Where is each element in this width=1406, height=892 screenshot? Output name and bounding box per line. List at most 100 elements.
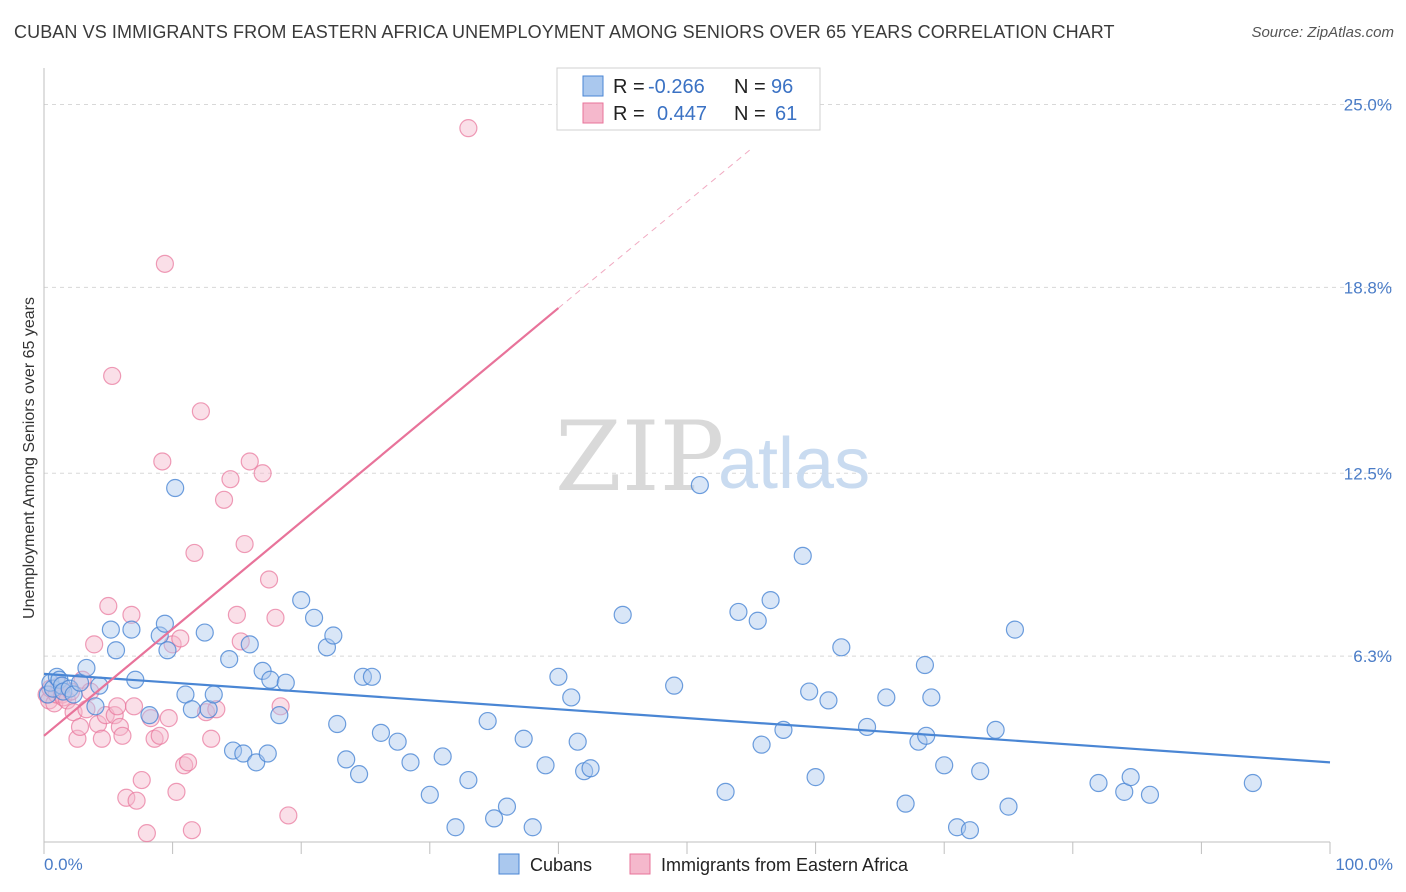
immigrants-trend-extension <box>558 148 752 309</box>
immigrants-point <box>92 729 111 748</box>
cubans-point <box>562 688 581 707</box>
cubans-point <box>433 747 452 766</box>
cubans-point <box>716 782 735 801</box>
trend-lines <box>43 148 1331 764</box>
cubans-point <box>292 591 311 610</box>
cubans-point <box>140 706 159 725</box>
immigrants-point <box>240 452 259 471</box>
cubans-point <box>349 765 369 784</box>
cubans-point <box>915 655 935 675</box>
bottom-legend-swatch-immigrants <box>629 853 651 875</box>
immigrants-point <box>68 729 87 748</box>
immigrants-point <box>150 726 169 745</box>
cubans-point <box>195 623 214 642</box>
immigrants-point <box>113 726 132 745</box>
cubans-point <box>106 641 126 660</box>
legend-swatch-cubans <box>582 75 604 97</box>
legend-swatch-immigrants <box>582 102 604 124</box>
legend-r-label-1: R = <box>613 76 645 98</box>
cubans-point <box>877 688 896 707</box>
cubans-point <box>38 685 57 704</box>
immigrants-point <box>266 608 285 627</box>
cubans-point <box>819 691 838 710</box>
cubans-point <box>478 711 497 731</box>
cubans-point <box>166 478 185 498</box>
cubans-point <box>800 682 819 701</box>
y-axis-title: Unemployment Among Seniors over 65 years <box>21 297 38 619</box>
legend-r-value-2: 0.447 <box>657 103 707 125</box>
cubans-point <box>497 797 517 816</box>
cubans-point <box>1140 785 1160 804</box>
immigrants-point <box>279 806 298 825</box>
y-tick-label-2: 18.8% <box>1344 278 1392 297</box>
cubans-point <box>304 608 324 627</box>
cubans-point <box>150 626 169 645</box>
cubans-point <box>1243 773 1262 793</box>
immigrants-point <box>214 490 234 509</box>
cubans-point <box>1005 620 1025 639</box>
immigrants-point <box>191 402 210 421</box>
cubans-point <box>896 794 915 813</box>
series-legend: Cubans Immigrants from Eastern Africa <box>498 853 909 875</box>
series-immigrants-points <box>37 119 478 843</box>
cubans-point <box>960 821 980 840</box>
watermark-atlas: atlas <box>718 424 870 504</box>
cubans-point <box>485 809 504 828</box>
cubans-point <box>857 717 877 737</box>
cubans-point <box>317 638 337 657</box>
immigrants-point <box>259 570 279 589</box>
cubans-point <box>420 785 439 804</box>
cubans-point <box>401 753 420 772</box>
chart-title: CUBAN VS IMMIGRANTS FROM EASTERN AFRICA … <box>14 22 1115 42</box>
cubans-point <box>86 697 105 716</box>
cubans-point <box>324 626 343 645</box>
immigrants-point <box>103 366 122 386</box>
cubans-point <box>204 685 223 704</box>
immigrants-point <box>137 824 156 843</box>
cubans-point <box>514 729 533 748</box>
x-tick-labels: 0.0% 100.0% <box>44 855 1393 874</box>
legend-n-value-2: 61 <box>775 103 797 125</box>
cubans-point <box>729 602 748 622</box>
immigrants-point <box>207 700 226 719</box>
immigrants-point <box>178 753 198 772</box>
immigrants-point <box>85 635 104 654</box>
cubans-point <box>155 614 174 633</box>
immigrants-point <box>196 703 216 722</box>
cubans-point <box>793 546 812 565</box>
cubans-point <box>270 706 289 725</box>
watermark-zip: ZIP <box>555 401 724 513</box>
cubans-point <box>77 658 96 678</box>
cubans-point <box>388 732 407 751</box>
legend-n-label-2: N = <box>734 103 766 125</box>
bottom-legend-swatch-cubans <box>498 853 520 875</box>
immigrants-point <box>182 821 201 840</box>
axes <box>43 68 1331 854</box>
cubans-point <box>1121 768 1140 787</box>
cubans-point <box>690 475 709 495</box>
grid-lines <box>44 104 1392 657</box>
immigrants-point <box>253 464 272 483</box>
cubans-point <box>536 756 555 775</box>
cubans-point <box>1089 773 1108 793</box>
cubans-point <box>261 670 280 689</box>
bottom-legend-immigrants: Immigrants from Eastern Africa <box>661 855 909 875</box>
cubans-point <box>158 641 177 660</box>
cubans-point <box>328 714 347 734</box>
cubans-point <box>581 759 600 778</box>
cubans-point <box>665 676 684 695</box>
immigrants-point <box>145 729 164 748</box>
cubans-point <box>761 591 780 610</box>
immigrants-point <box>171 629 190 648</box>
cubans-point <box>748 611 767 630</box>
cubans-point <box>935 756 954 775</box>
cubans-point <box>806 768 825 787</box>
cubans-point <box>122 620 141 639</box>
immigrants-point <box>185 543 204 563</box>
cubans-point <box>986 720 1005 740</box>
y-tick-labels: 6.3% 12.5% 18.8% 25.0% <box>1344 96 1392 667</box>
cubans-point <box>240 635 259 654</box>
legend-r-value-1: -0.266 <box>648 76 705 98</box>
immigrants-point <box>167 782 186 801</box>
immigrants-point <box>132 770 151 790</box>
